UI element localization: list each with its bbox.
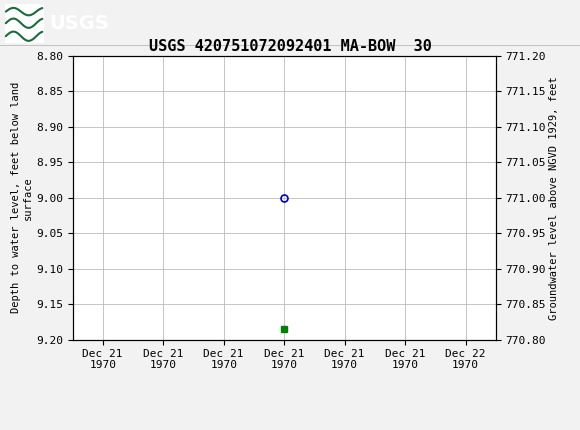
- Text: USGS 420751072092401 MA-BOW  30: USGS 420751072092401 MA-BOW 30: [148, 39, 432, 54]
- FancyBboxPatch shape: [5, 4, 44, 43]
- Y-axis label: Groundwater level above NGVD 1929, feet: Groundwater level above NGVD 1929, feet: [549, 76, 559, 319]
- Text: USGS: USGS: [49, 14, 109, 33]
- Y-axis label: Depth to water level, feet below land
surface: Depth to water level, feet below land su…: [12, 82, 33, 313]
